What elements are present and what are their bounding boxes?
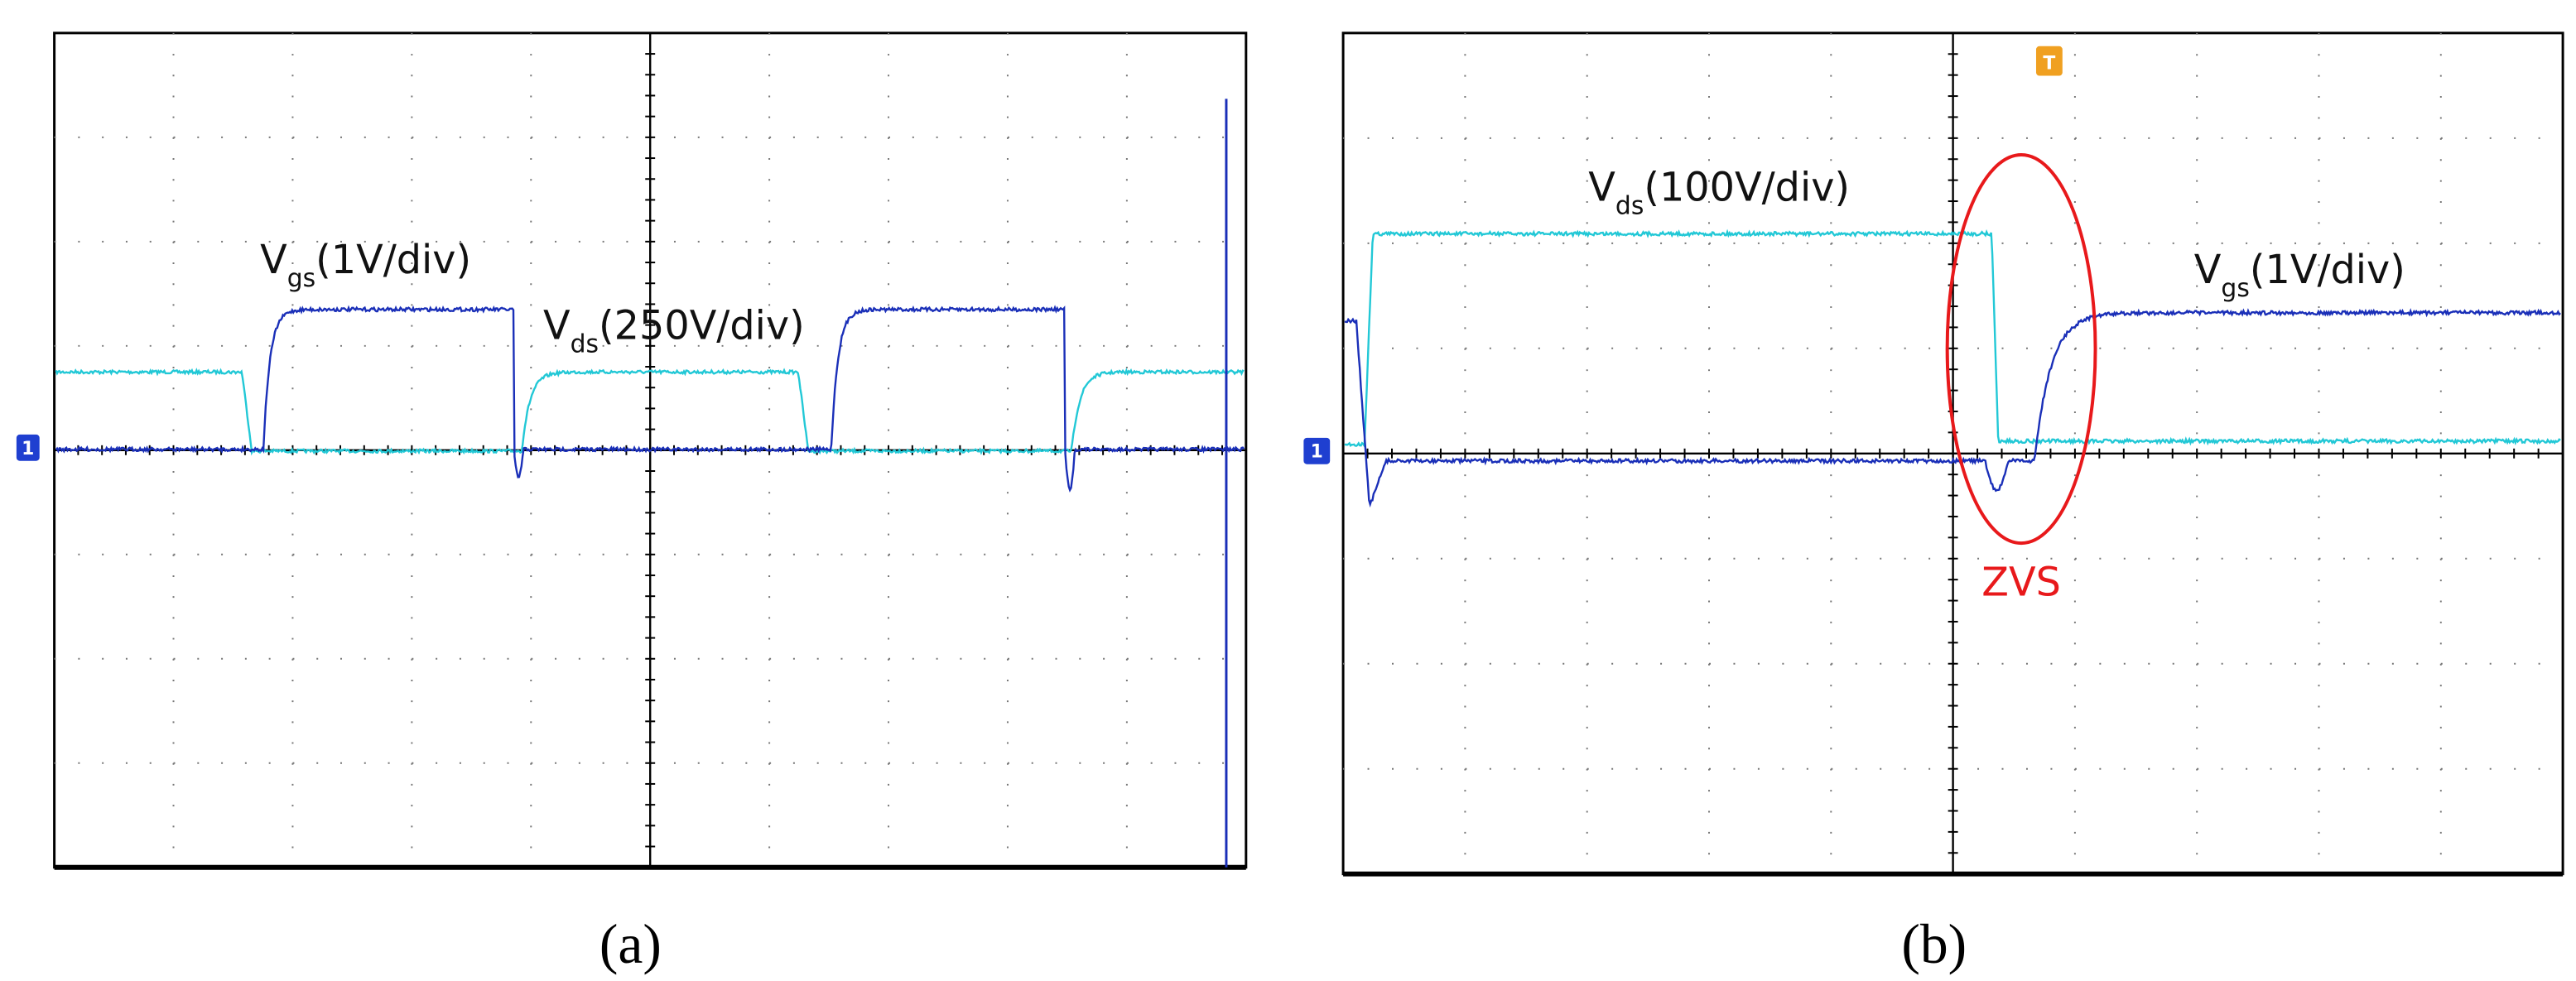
channel-marker-label: 1 [22,439,34,459]
channel-marker [1303,437,1331,464]
callout: ZVS [1981,560,2061,606]
trigger-marker-label: T [2043,54,2055,75]
annotation: Vds(250V/div) [543,304,805,359]
annotation: Vgs(1V/div) [2194,248,2405,303]
waveform [55,305,1245,493]
annotation: Vgs(1V/div) [260,238,471,293]
channel-marker-label: 1 [1311,442,1323,463]
panel-a [53,31,1248,870]
channel-marker [16,434,40,461]
waveform [1344,228,2561,449]
panel-b [1341,31,2564,877]
zvs-ellipse [1945,152,2097,546]
waveform [1344,308,2561,508]
trigger-marker [2035,46,2063,76]
panel-caption: (a) [599,913,662,975]
panel-caption: (b) [1901,913,1967,975]
annotation: Vds(100V/div) [1588,166,1850,221]
